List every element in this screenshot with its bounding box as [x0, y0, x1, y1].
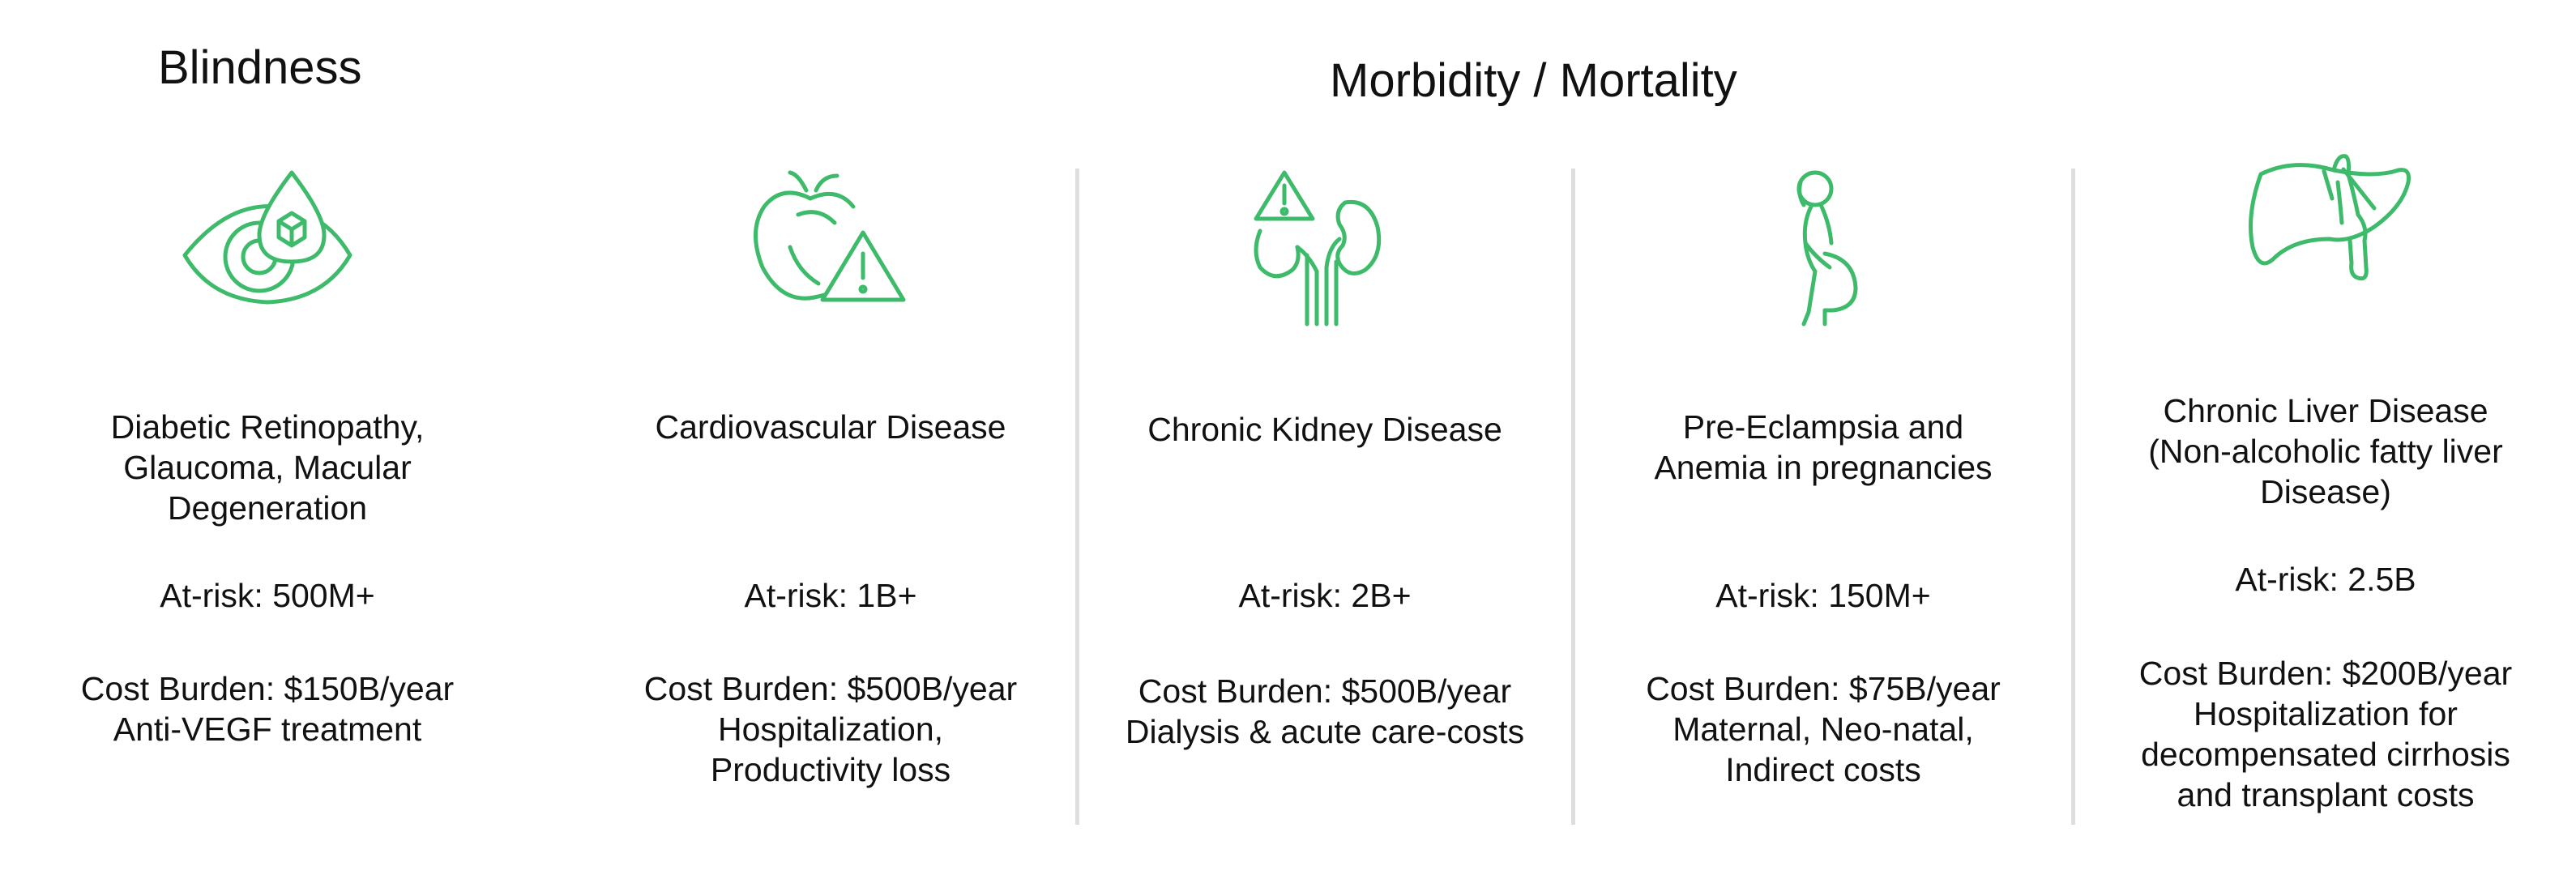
- section-title-blindness: Blindness: [158, 41, 362, 94]
- cost-burden: Cost Burden: $150B/year Anti-VEGF treatm…: [80, 670, 455, 748]
- condition-card-eye-disease: Diabetic Retinopathy, Glaucoma, Macular …: [24, 0, 511, 875]
- at-risk-value: At-risk: 150M+: [1715, 577, 1931, 614]
- condition-card-cardiovascular: Cardiovascular Disease At-risk: 1B+ Cost…: [600, 0, 1062, 875]
- at-risk-value: At-risk: 500M+: [160, 577, 375, 614]
- condition-name: Chronic Liver Disease (Non-alcoholic fat…: [2148, 392, 2503, 510]
- column-divider: [1075, 169, 1079, 825]
- at-risk-value: At-risk: 2.5B: [2235, 561, 2416, 598]
- heart-warning-icon: [741, 166, 920, 328]
- kidney-warning-icon: [1236, 166, 1414, 328]
- column-divider: [2071, 169, 2075, 825]
- section-title-morbidity-mortality: Morbidity / Mortality: [1330, 54, 1737, 107]
- column-divider: [1571, 169, 1575, 825]
- cost-burden: Cost Burden: $75B/year Maternal, Neo-nat…: [1646, 670, 2001, 788]
- cost-burden: Cost Burden: $500B/year Dialysis & acute…: [1125, 672, 1525, 750]
- condition-card-liver: Chronic Liver Disease (Non-alcoholic fat…: [2083, 0, 2569, 875]
- eye-drop-icon: [178, 166, 357, 328]
- at-risk-value: At-risk: 2B+: [1238, 577, 1412, 614]
- liver-icon: [2236, 150, 2415, 312]
- condition-name: Pre-Eclampsia and Anemia in pregnancies: [1654, 408, 1993, 486]
- condition-name: Cardiovascular Disease: [655, 408, 1006, 446]
- condition-name: Chronic Kidney Disease: [1147, 411, 1502, 448]
- condition-card-kidney: Chronic Kidney Disease At-risk: 2B+ Cost…: [1090, 0, 1560, 875]
- condition-name: Diabetic Retinopathy, Glaucoma, Macular …: [110, 408, 425, 527]
- cost-burden: Cost Burden: $500B/year Hospitalization,…: [643, 670, 1018, 788]
- pregnant-woman-icon: [1734, 166, 1912, 328]
- condition-card-pregnancy: Pre-Eclampsia and Anemia in pregnancies …: [1584, 0, 2062, 875]
- at-risk-value: At-risk: 1B+: [744, 577, 917, 614]
- cost-burden: Cost Burden: $200B/year Hospitalization …: [2138, 655, 2513, 813]
